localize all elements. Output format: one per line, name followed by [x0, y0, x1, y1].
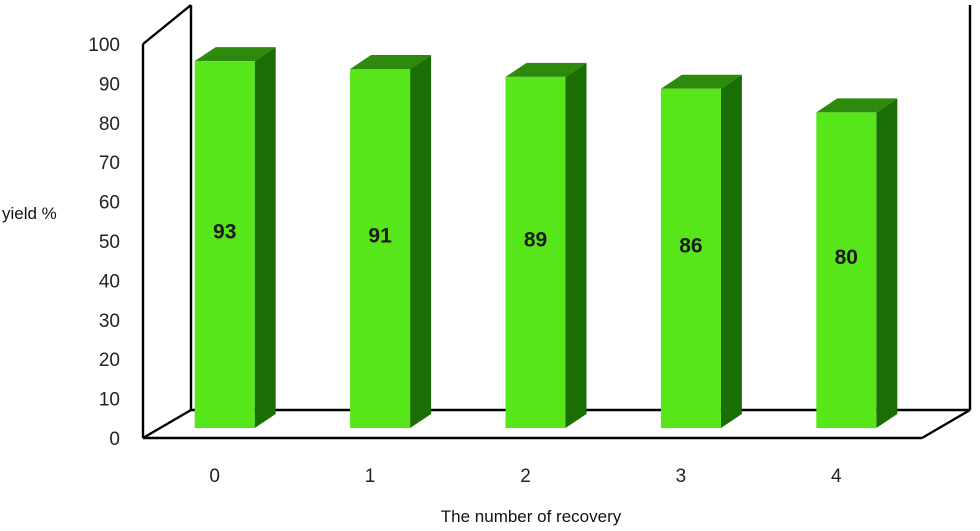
y-axis-ticks: 0 10 20 30 40 50 60 70 80 90 100 [88, 35, 120, 450]
bar-side [254, 47, 276, 429]
bar-data-label: 89 [524, 228, 547, 251]
y-tick-label: 10 [99, 390, 120, 411]
x-tick-label: 1 [365, 466, 376, 487]
bar-front [660, 88, 721, 428]
bar-side [565, 62, 587, 429]
bar-top [816, 98, 898, 113]
x-tick-label: 4 [831, 466, 842, 487]
bar: 80 [816, 98, 898, 429]
bar-front [350, 69, 411, 428]
bar-front [194, 61, 255, 429]
x-tick-label: 2 [520, 466, 531, 487]
bar-top [505, 62, 587, 77]
bar-top [350, 55, 432, 70]
frame-line [142, 4, 192, 45]
bar-side [410, 55, 432, 428]
y-axis-title: yield % [2, 204, 57, 223]
bar-data-label: 86 [679, 234, 702, 257]
bar: 93 [194, 47, 276, 429]
bar-top [194, 47, 276, 62]
bar: 89 [505, 62, 587, 429]
bar: 86 [660, 74, 742, 428]
frame-line [142, 408, 192, 440]
bar-front [816, 112, 877, 429]
bar-side [720, 74, 742, 428]
x-tick-label: 3 [676, 466, 687, 487]
y-tick-label: 20 [99, 350, 120, 371]
x-axis-ticks: 0 1 2 3 4 [209, 466, 842, 487]
bar: 91 [350, 55, 432, 428]
bar-top [660, 74, 742, 89]
bar-side [876, 98, 898, 429]
y-tick-label: 100 [88, 35, 120, 56]
frame-line [921, 408, 971, 440]
y-tick-label: 50 [99, 232, 120, 253]
bar-data-label: 91 [368, 225, 392, 248]
y-tick-label: 60 [99, 193, 120, 214]
bar-data-label: 80 [835, 246, 858, 269]
y-tick-label: 40 [99, 271, 120, 292]
y-tick-label: 0 [109, 429, 120, 450]
y-tick-label: 80 [99, 114, 120, 135]
y-tick-label: 30 [99, 311, 120, 332]
x-tick-label: 0 [209, 466, 220, 487]
x-axis-title: The number of recovery [441, 507, 622, 526]
bar-data-label: 93 [213, 221, 236, 244]
y-tick-label: 90 [99, 74, 120, 95]
y-tick-label: 70 [99, 153, 120, 174]
bar-front [505, 76, 566, 429]
bars: 93 91 89 86 80 [194, 47, 898, 429]
